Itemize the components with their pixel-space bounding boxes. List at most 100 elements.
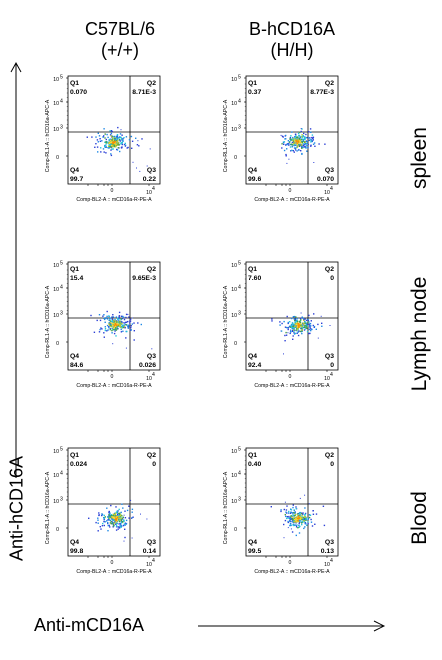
quadrant-value-q2: 9.65E-3	[132, 275, 156, 282]
event-point	[296, 516, 299, 518]
event-point	[115, 137, 117, 139]
quadrant-value-q3: 0.14	[143, 548, 156, 555]
event-point	[125, 316, 127, 319]
event-point	[112, 516, 114, 518]
event-point	[285, 334, 288, 336]
y-tick-exponent: 4	[238, 99, 241, 105]
event-point	[120, 138, 123, 140]
column-header-line2: (H/H)	[270, 40, 314, 60]
event-point	[103, 128, 105, 130]
event-point	[115, 146, 117, 148]
event-point	[293, 325, 295, 327]
event-point	[288, 144, 290, 146]
event-point	[125, 337, 127, 339]
event-point	[115, 526, 118, 528]
event-point	[295, 518, 297, 520]
column-header-line1: B-hCD16A	[248, 19, 336, 39]
event-point	[300, 319, 302, 321]
event-point	[94, 146, 96, 148]
event-point	[290, 317, 293, 320]
event-point	[105, 152, 107, 154]
event-point	[294, 140, 296, 142]
event-point	[305, 146, 307, 148]
event-point	[283, 149, 286, 152]
event-point	[95, 136, 97, 138]
event-point	[303, 527, 305, 530]
event-point	[118, 513, 121, 515]
event-point	[119, 140, 121, 142]
event-point	[304, 517, 306, 519]
event-point	[128, 517, 130, 519]
event-point	[301, 146, 303, 148]
event-point	[291, 515, 294, 518]
event-point	[306, 327, 308, 329]
y-tick-label: 10	[53, 263, 59, 269]
event-point	[118, 520, 121, 523]
event-point	[112, 143, 114, 146]
event-point	[96, 319, 98, 322]
y-tick-exponent: 5	[60, 261, 63, 267]
event-point	[293, 333, 296, 335]
quadrant-label-q3: Q3	[147, 353, 156, 360]
plot-frame	[67, 75, 161, 185]
event-point	[139, 170, 141, 172]
quadrant-label-q3: Q3	[147, 167, 156, 174]
event-point	[301, 516, 303, 518]
y-tick-label: 10	[231, 127, 237, 133]
event-point	[293, 323, 295, 325]
event-point	[115, 514, 118, 517]
event-point	[298, 330, 300, 332]
event-point	[306, 150, 308, 152]
y-tick-label: 10	[53, 77, 59, 83]
event-point	[128, 320, 130, 322]
event-point	[296, 513, 299, 515]
y-tick-label: 0	[56, 155, 59, 161]
event-point	[291, 131, 293, 133]
event-point	[131, 517, 133, 519]
event-point	[123, 514, 125, 516]
event-point	[99, 138, 101, 140]
event-point	[117, 322, 119, 324]
event-point	[303, 521, 306, 523]
event-point	[112, 522, 114, 524]
event-point	[108, 139, 110, 141]
event-point	[131, 508, 134, 510]
event-point	[305, 516, 307, 518]
event-point	[313, 162, 315, 163]
event-point	[306, 322, 309, 324]
event-point	[95, 143, 97, 145]
event-point	[117, 528, 119, 530]
quadrant-value-q4: 84.6	[70, 362, 83, 369]
event-point	[308, 321, 310, 323]
event-point	[121, 321, 123, 323]
event-point	[301, 142, 303, 144]
event-point	[287, 512, 290, 514]
event-point	[101, 514, 103, 517]
event-point	[301, 330, 303, 332]
event-point	[106, 330, 108, 332]
event-point	[114, 321, 116, 323]
event-point	[130, 325, 132, 327]
event-point	[312, 513, 315, 515]
event-point	[288, 142, 290, 145]
event-point	[125, 321, 128, 323]
event-point	[286, 162, 288, 164]
y-tick-label: 10	[53, 127, 59, 133]
event-point	[297, 328, 299, 330]
event-point	[305, 325, 308, 327]
event-point	[290, 143, 292, 145]
event-point	[298, 524, 300, 527]
event-point	[124, 510, 126, 512]
event-point	[119, 325, 121, 327]
event-point	[124, 517, 127, 519]
quadrant-value-q1: 0.37	[248, 89, 261, 96]
event-point	[112, 316, 115, 318]
event-point	[296, 320, 298, 322]
event-point	[305, 519, 307, 521]
event-point	[137, 322, 139, 324]
y-tick-label: 10	[53, 449, 59, 455]
event-point	[320, 315, 322, 317]
y-tick-exponent: 4	[60, 285, 63, 291]
quadrant-label-q4: Q4	[70, 167, 79, 174]
